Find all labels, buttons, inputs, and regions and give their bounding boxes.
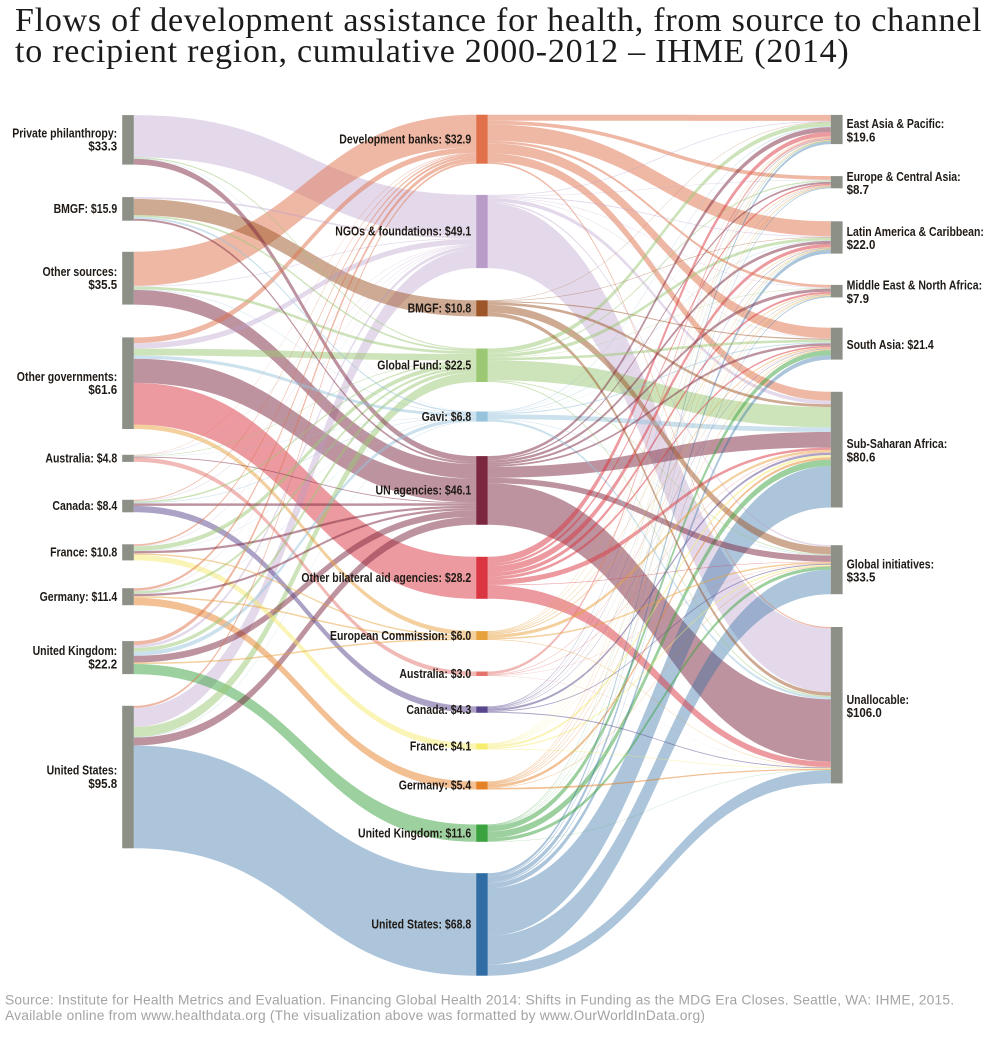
svg-text:Other sources:: Other sources: [43,264,118,279]
svg-text:Global Fund: $22.5: Global Fund: $22.5 [377,358,471,373]
svg-text:BMGF: $10.8: BMGF: $10.8 [408,301,472,316]
svg-text:Global initiatives:: Global initiatives: [847,556,935,571]
svg-text:France: $10.8: France: $10.8 [50,545,117,560]
svg-text:Source: Institute for Health M: Source: Institute for Health Metrics and… [5,993,954,1008]
svg-text:South Asia: $21.4: South Asia: $21.4 [847,337,935,352]
svg-text:Canada: $8.4: Canada: $8.4 [52,498,117,513]
svg-text:UN agencies: $46.1: UN agencies: $46.1 [376,483,472,498]
svg-text:Australia: $4.8: Australia: $4.8 [45,451,117,466]
svg-text:Germany: $5.4: Germany: $5.4 [399,778,472,793]
svg-text:United States:: United States: [47,763,118,778]
svg-text:Other governments:: Other governments: [17,369,117,384]
svg-text:Private philanthropy:: Private philanthropy: [12,126,117,141]
svg-text:Latin America & Caribbean:: Latin America & Caribbean: [847,224,984,239]
svg-text:United States: $68.8: United States: $68.8 [371,917,471,932]
svg-text:$22.0: $22.0 [847,237,876,252]
svg-text:$80.6: $80.6 [847,450,876,465]
svg-text:$19.6: $19.6 [847,129,876,144]
svg-text:United Kingdom: $11.6: United Kingdom: $11.6 [358,825,471,840]
svg-text:Flows of development assistanc: Flows of development assistance for heal… [15,2,982,39]
svg-text:$22.2: $22.2 [88,656,117,671]
svg-text:Gavi: $6.8: Gavi: $6.8 [422,409,472,424]
svg-text:United Kingdom:: United Kingdom: [33,643,118,658]
svg-text:Europe & Central Asia:: Europe & Central Asia: [847,169,961,184]
svg-text:to recipient region, cumulativ: to recipient region, cumulative 2000-201… [15,33,849,70]
svg-text:Germany: $11.4: Germany: $11.4 [40,589,118,604]
svg-text:Unallocable:: Unallocable: [847,692,909,707]
svg-text:Other bilateral aid agencies:: Other bilateral aid agencies: $28.2 [301,570,471,585]
svg-text:Available online from www.heal: Available online from www.healthdata.org… [5,1008,705,1023]
svg-text:$7.9: $7.9 [847,291,869,306]
svg-text:European Commission: $6.0: European Commission: $6.0 [330,628,471,643]
svg-text:NGOs & foundations: $49.1: NGOs & foundations: $49.1 [335,224,471,239]
svg-text:$106.0: $106.0 [847,705,882,720]
svg-text:Sub-Saharan Africa:: Sub-Saharan Africa: [847,436,948,451]
svg-text:$33.3: $33.3 [88,139,117,154]
svg-text:$35.5: $35.5 [88,277,117,292]
svg-text:BMGF: $15.9: BMGF: $15.9 [54,201,118,216]
svg-text:France: $4.1: France: $4.1 [410,739,471,754]
svg-text:$8.7: $8.7 [847,182,869,197]
svg-text:Middle East & North Africa:: Middle East & North Africa: [847,278,983,293]
svg-text:East Asia & Pacific:: East Asia & Pacific: [847,116,945,131]
svg-text:$61.6: $61.6 [88,382,117,397]
svg-text:Canada: $4.3: Canada: $4.3 [406,702,471,717]
svg-text:$95.8: $95.8 [88,776,117,791]
svg-text:Development banks: $32.9: Development banks: $32.9 [339,131,471,146]
svg-text:$33.5: $33.5 [847,570,876,585]
svg-text:Australia: $3.0: Australia: $3.0 [399,666,471,681]
